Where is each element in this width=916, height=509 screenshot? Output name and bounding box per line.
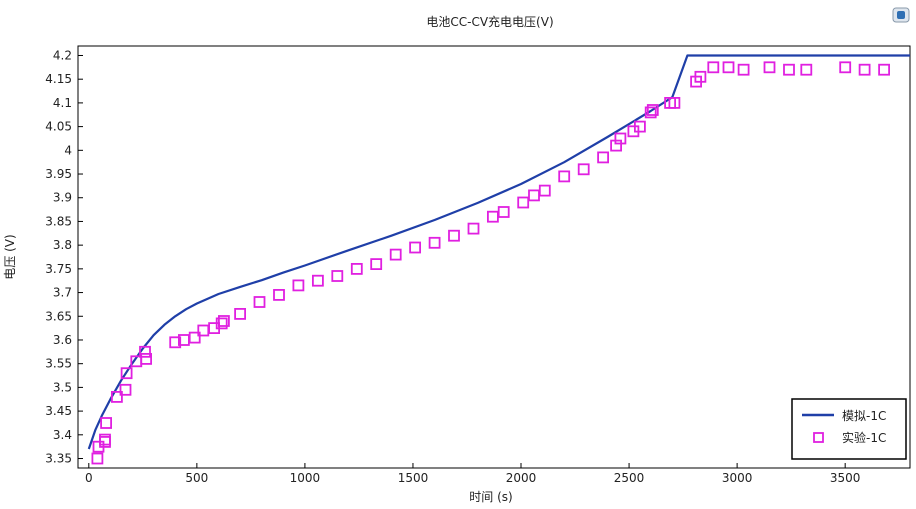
data-point-experiment — [763, 61, 776, 74]
x-axis: 0 500 1000 1500 2000 2500 3000 3500 — [85, 463, 860, 485]
legend-label-sim: 模拟-1C — [842, 409, 886, 423]
data-point-experiment — [614, 132, 627, 145]
data-point-experiment — [273, 288, 285, 301]
data-point-experiment — [389, 248, 402, 261]
data-point-experiment — [517, 196, 530, 209]
y-tick-label: 3.55 — [45, 357, 72, 371]
data-point-experiment — [467, 222, 480, 235]
y-tick-label: 3.9 — [53, 191, 72, 205]
chart-title: 电池CC-CV充电电压(V) — [426, 14, 553, 29]
x-tick-label: 500 — [185, 471, 208, 485]
data-point-experiment — [722, 61, 735, 74]
data-point-experiment — [234, 307, 247, 320]
y-tick-label: 3.35 — [45, 452, 72, 466]
y-tick-label: 3.65 — [45, 309, 72, 323]
data-point-experiment — [169, 336, 182, 349]
y-tick-label: 3.45 — [45, 404, 72, 418]
data-point-experiment — [448, 229, 460, 242]
data-point-experiment — [839, 61, 852, 74]
y-tick-label: 4 — [64, 143, 72, 157]
data-point-experiment — [120, 367, 133, 380]
y-tick-label: 3.8 — [53, 238, 72, 252]
data-point-experiment — [558, 170, 571, 183]
legend-box — [791, 398, 907, 460]
data-point-experiment — [91, 452, 104, 465]
x-tick-label: 3500 — [830, 471, 861, 485]
x-tick-label: 2500 — [614, 471, 645, 485]
data-point-experiment — [800, 63, 813, 76]
x-axis-title: 时间 (s) — [469, 490, 512, 504]
y-tick-label: 4.15 — [45, 72, 72, 86]
data-point-experiment — [694, 70, 707, 83]
y-tick-label: 3.4 — [53, 428, 72, 442]
data-point-experiment — [646, 104, 659, 116]
x-tick-label: 1000 — [290, 471, 321, 485]
data-point-experiment — [528, 189, 540, 202]
app-logo-icon[interactable] — [892, 7, 910, 23]
data-point-experiment — [783, 63, 795, 76]
data-point-experiment — [428, 236, 441, 249]
data-point-experiment — [577, 163, 590, 176]
y-tick-label: 4.05 — [45, 120, 72, 134]
y-tick-label: 3.5 — [53, 380, 72, 394]
plot-area — [77, 45, 911, 469]
data-point-experiment — [139, 345, 151, 358]
data-point-experiment — [140, 352, 153, 365]
data-point-experiment — [597, 151, 609, 164]
data-point-experiment — [486, 210, 499, 223]
data-point-experiment — [119, 383, 132, 396]
data-point-experiment — [253, 296, 266, 308]
data-point-experiment — [644, 106, 657, 119]
data-point-experiment — [215, 317, 228, 330]
x-tick-label: 3000 — [722, 471, 753, 485]
data-point-experiment — [217, 315, 230, 327]
legend-marker-icon — [813, 432, 824, 443]
y-tick-label: 3.75 — [45, 262, 72, 276]
data-point-experiment — [538, 184, 551, 197]
y-tick-label: 3.85 — [45, 214, 72, 228]
data-point-experiment — [737, 63, 750, 76]
data-point-experiment — [99, 435, 111, 448]
x-tick-label: 1500 — [398, 471, 429, 485]
data-point-experiment — [878, 63, 890, 76]
y-axis: 3.35 3.4 3.45 3.5 3.55 3.6 3.65 3.7 3.75 3.8 3.85 3… — [45, 48, 83, 466]
data-point-experiment — [497, 206, 510, 218]
y-tick-label: 3.6 — [53, 333, 72, 347]
data-point-experiment — [350, 262, 363, 275]
y-tick-label: 4.1 — [53, 96, 72, 110]
data-point-experiment — [311, 274, 324, 287]
series-layer — [87, 54, 910, 465]
legend-label-exp: 实验-1C — [842, 430, 886, 445]
data-point-experiment — [634, 120, 646, 133]
y-tick-label: 3.95 — [45, 167, 72, 181]
x-tick-label: 2000 — [506, 471, 537, 485]
data-point-experiment — [111, 390, 123, 403]
legend[interactable]: 模拟-1C 实验-1C — [791, 398, 907, 460]
data-point-experiment — [707, 61, 720, 74]
data-point-experiment — [100, 417, 112, 429]
series-line-simulation — [87, 54, 910, 450]
data-point-experiment — [409, 241, 422, 254]
data-point-experiment — [370, 258, 383, 271]
data-point-experiment — [188, 331, 201, 344]
y-tick-label: 4.2 — [53, 48, 72, 62]
data-point-experiment — [668, 97, 681, 109]
data-point-experiment — [858, 63, 871, 76]
y-tick-label: 3.7 — [53, 286, 72, 300]
y-axis-title: 电压 (V) — [3, 234, 17, 279]
x-tick-label: 0 — [85, 471, 93, 485]
data-point-experiment — [331, 270, 344, 282]
data-point-experiment — [292, 279, 305, 292]
